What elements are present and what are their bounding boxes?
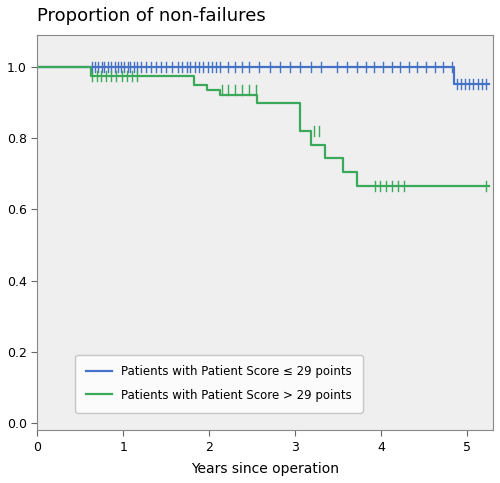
Legend: Patients with Patient Score ≤ 29 points, Patients with Patient Score > 29 points: Patients with Patient Score ≤ 29 points,… xyxy=(75,355,362,412)
X-axis label: Years since operation: Years since operation xyxy=(191,462,339,476)
Text: Proportion of non-failures: Proportion of non-failures xyxy=(38,7,266,25)
